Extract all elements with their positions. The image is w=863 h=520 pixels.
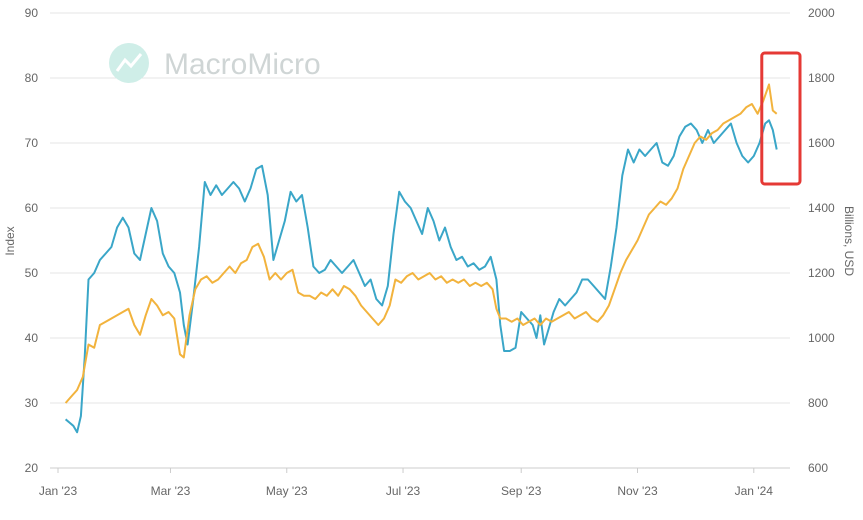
x-tick-label: Sep '23 — [501, 484, 542, 498]
right-axis-ticks: 600 800 1000 1200 1400 1600 1800 2000 — [808, 6, 835, 475]
series-layer — [64, 83, 778, 434]
left-tick-label: 90 — [25, 6, 39, 20]
x-axis-ticks: Jan '23 Mar '23 May '23 Jul '23 Sep '23 Nov '… — [39, 467, 790, 498]
series-line-left-axis — [64, 119, 778, 434]
watermark-logo-mark — [115, 53, 143, 72]
right-tick-label: 800 — [808, 396, 828, 410]
left-tick-label: 20 — [25, 461, 39, 475]
right-tick-label: 1000 — [808, 331, 835, 345]
x-tick-label: Jul '23 — [386, 484, 421, 498]
x-tick-label: Mar '23 — [151, 484, 191, 498]
series-line-right-axis — [64, 83, 778, 404]
left-axis-title: Index — [3, 226, 17, 255]
right-tick-label: 600 — [808, 461, 828, 475]
x-tick-label: May '23 — [266, 484, 308, 498]
left-tick-label: 70 — [25, 136, 39, 150]
watermark-text: MacroMicro — [164, 48, 321, 81]
right-tick-label: 2000 — [808, 6, 835, 20]
highlight-layer — [760, 51, 802, 186]
right-tick-label: 1800 — [808, 71, 835, 85]
highlight-box — [760, 51, 802, 186]
right-tick-label: 1200 — [808, 266, 835, 280]
left-tick-label: 30 — [25, 396, 39, 410]
left-tick-label: 80 — [25, 71, 39, 85]
left-tick-label: 50 — [25, 266, 39, 280]
x-tick-label: Jan '24 — [735, 484, 774, 498]
right-axis-title: Billions, USD — [842, 206, 856, 276]
left-tick-label: 40 — [25, 331, 39, 345]
left-axis-ticks: 20 30 40 50 60 70 80 90 — [25, 6, 39, 475]
watermark: MacroMicro — [109, 43, 321, 83]
left-tick-label: 60 — [25, 201, 39, 215]
x-tick-label: Nov '23 — [617, 484, 658, 498]
right-tick-label: 1600 — [808, 136, 835, 150]
right-tick-label: 1400 — [808, 201, 835, 215]
x-tick-label: Jan '23 — [39, 484, 78, 498]
